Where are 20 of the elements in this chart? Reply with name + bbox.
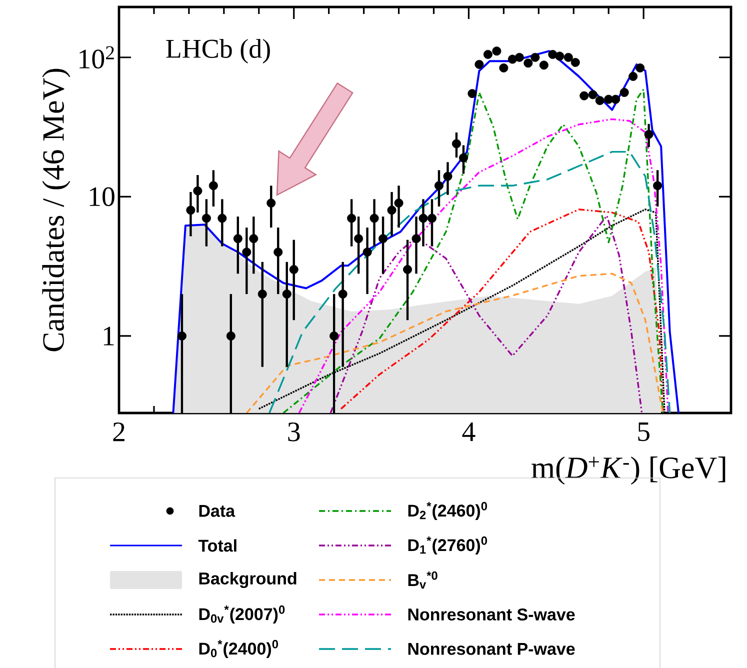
x-tick-label: 5 xyxy=(638,422,650,441)
legend-label: D$_{0}$$^{*}$(2400)$^{0}$ xyxy=(199,640,278,658)
legend-label: Nonresonant P-wave xyxy=(408,642,575,655)
x-axis-title: m(D$^{+}$K$^{-}$) [GeV] xyxy=(532,456,726,484)
y-tick-label: 1 xyxy=(104,326,114,346)
legend-label: B$_{v}$*0 xyxy=(408,571,438,588)
legend-label: D$_{2}$$^{*}$(2460)$^{0}$ xyxy=(408,502,487,520)
legend-label: Nonresonant S-wave xyxy=(408,608,575,620)
legend-label: Data xyxy=(199,504,236,517)
x-tick-label: 3 xyxy=(288,422,300,442)
x-tick-label: 4 xyxy=(462,422,476,441)
legend-label: D$_{0v}$$^{*}$(2007)$^{0}$ xyxy=(199,605,285,624)
annotation: LHCb (d) xyxy=(166,38,270,64)
y-tick-label: 10$^{2}$ xyxy=(80,46,114,68)
x-tick-label: 2 xyxy=(113,422,124,441)
y-axis-title: Candidates / (46 MeV) xyxy=(42,68,70,352)
legend-label: Total xyxy=(198,539,236,552)
legend-label: Background xyxy=(199,572,296,588)
y-tick-label: 10 xyxy=(90,187,114,206)
legend-label: D$_{1}$$^{*}$(2760)$^{0}$ xyxy=(408,536,487,554)
